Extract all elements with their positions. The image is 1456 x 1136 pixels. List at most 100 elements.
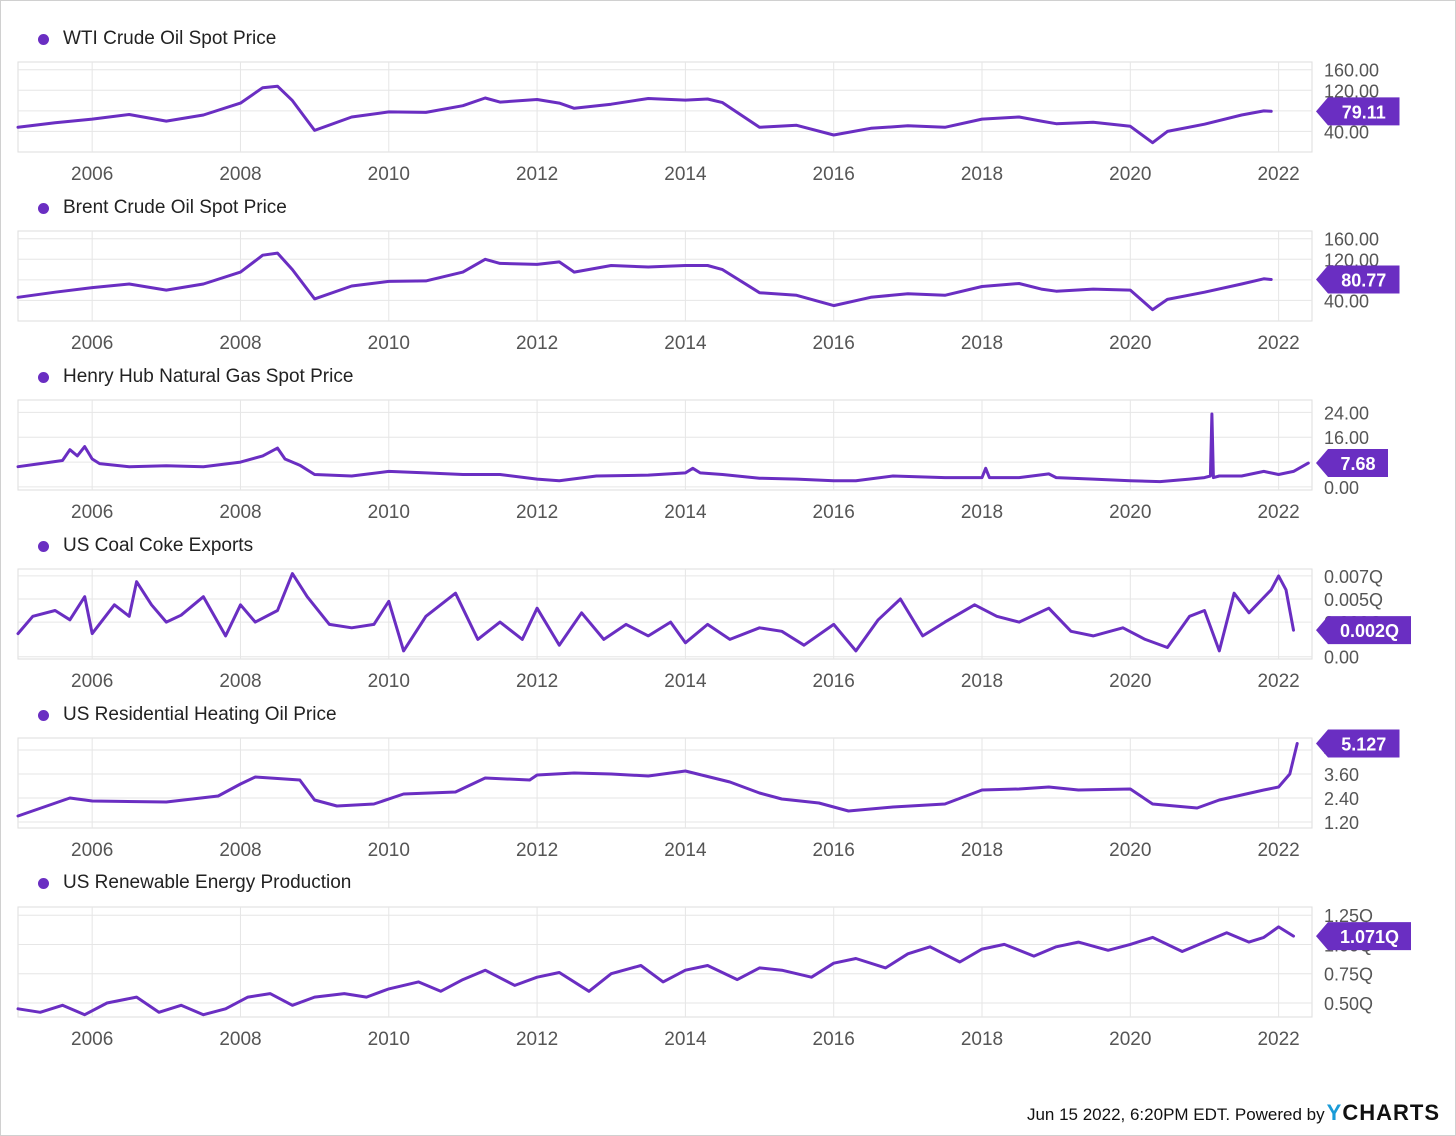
x-tick-label: 2016 <box>813 840 855 861</box>
last-value-badge <box>1316 616 1411 645</box>
legend-dot-icon <box>38 709 49 721</box>
x-tick-label: 2022 <box>1257 671 1299 692</box>
x-tick-label: 2012 <box>516 1029 558 1050</box>
x-tick-label: 2018 <box>961 840 1003 861</box>
plot-area <box>17 399 1313 491</box>
panel-title-text: WTI Crude Oil Spot Price <box>63 28 277 49</box>
x-tick-label: 2014 <box>664 671 707 692</box>
plot-area <box>17 230 1313 322</box>
x-tick-label: 2022 <box>1257 1029 1299 1050</box>
plot-area <box>17 61 1313 153</box>
x-tick-label: 2008 <box>219 164 261 185</box>
x-tick-label: 2010 <box>368 333 410 354</box>
y-tick-label: 40.00 <box>1324 122 1369 142</box>
x-tick-label: 2008 <box>219 1029 261 1050</box>
y-tick-label: 160.00 <box>1324 61 1379 81</box>
y-tick-label: 120.00 <box>1324 81 1379 101</box>
panel-title-heating-oil: US Residential Heating Oil Price <box>38 704 337 726</box>
panel-title-text: US Coal Coke Exports <box>63 535 254 556</box>
x-tick-label: 2010 <box>368 502 410 523</box>
panel-title-coal-coke: US Coal Coke Exports <box>38 535 253 557</box>
legend-dot-icon <box>38 202 49 214</box>
x-tick-label: 2016 <box>813 333 855 354</box>
panel-title-brent: Brent Crude Oil Spot Price <box>38 197 287 219</box>
x-tick-label: 2020 <box>1109 1029 1151 1050</box>
x-tick-label: 2014 <box>664 1029 707 1050</box>
y-tick-label: 0.50Q <box>1324 994 1373 1014</box>
plot-area <box>17 906 1313 1018</box>
series-line <box>16 84 1273 145</box>
x-tick-label: 2014 <box>664 502 707 523</box>
footer: Jun 15 2022, 6:20PM EDT. Powered by YCHA… <box>1027 1100 1440 1126</box>
x-tick-label: 2014 <box>664 164 707 185</box>
x-tick-label: 2018 <box>961 502 1003 523</box>
x-tick-label: 2016 <box>813 164 855 185</box>
x-tick-label: 2010 <box>368 671 410 692</box>
x-tick-label: 2016 <box>813 1029 855 1050</box>
last-value-badge <box>1316 265 1400 294</box>
legend-dot-icon <box>38 877 49 889</box>
x-tick-label: 2012 <box>516 164 558 185</box>
ycharts-logo[interactable]: YCHARTS <box>1326 1100 1440 1125</box>
panel-title-text: US Renewable Energy Production <box>63 872 352 893</box>
legend-dot-icon <box>38 33 49 45</box>
y-tick-label: 24.00 <box>1324 403 1369 423</box>
x-tick-label: 2006 <box>71 164 113 185</box>
y-tick-label: 0.75Q <box>1324 965 1373 985</box>
y-tick-label: 3.60 <box>1324 765 1359 785</box>
last-value-badge <box>1316 729 1400 758</box>
series-line <box>16 742 1299 818</box>
x-tick-label: 2006 <box>71 840 113 861</box>
x-tick-label: 2010 <box>368 1029 410 1050</box>
x-tick-label: 2020 <box>1109 333 1151 354</box>
x-tick-label: 2018 <box>961 671 1003 692</box>
x-tick-label: 2018 <box>961 1029 1003 1050</box>
y-tick-label: 120.00 <box>1324 250 1379 270</box>
y-tick-label: 0.007Q <box>1324 567 1383 587</box>
x-tick-label: 2020 <box>1109 840 1151 861</box>
x-tick-label: 2022 <box>1257 502 1299 523</box>
series-line <box>16 251 1273 312</box>
last-value-badge <box>1316 922 1411 951</box>
x-tick-label: 2018 <box>961 333 1003 354</box>
x-tick-label: 2018 <box>961 164 1003 185</box>
x-tick-label: 2010 <box>368 840 410 861</box>
x-tick-label: 2022 <box>1257 164 1299 185</box>
y-tick-label: 40.00 <box>1324 291 1369 311</box>
x-tick-label: 2022 <box>1257 840 1299 861</box>
legend-dot-icon <box>38 371 49 383</box>
x-tick-label: 2008 <box>219 333 261 354</box>
last-value-label: 80.77 <box>1341 270 1386 290</box>
panel-title-wti: WTI Crude Oil Spot Price <box>38 28 276 50</box>
legend-dot-icon <box>38 540 49 552</box>
last-value-label: 79.11 <box>1342 102 1386 122</box>
x-tick-label: 2012 <box>516 502 558 523</box>
last-value-label: 5.127 <box>1341 734 1386 754</box>
x-tick-label: 2012 <box>516 840 558 861</box>
x-tick-label: 2022 <box>1257 333 1299 354</box>
series-line <box>16 412 1310 484</box>
y-tick-label: 0.005Q <box>1324 590 1383 610</box>
panel-title-text: US Residential Heating Oil Price <box>63 704 337 725</box>
last-value-badge <box>1316 449 1388 478</box>
x-tick-label: 2006 <box>71 671 113 692</box>
x-tick-label: 2020 <box>1109 502 1151 523</box>
x-tick-label: 2014 <box>664 333 707 354</box>
x-tick-label: 2008 <box>219 502 261 523</box>
last-value-badge <box>1316 97 1400 126</box>
last-value-label: 7.68 <box>1340 454 1375 474</box>
x-tick-label: 2006 <box>71 502 113 523</box>
panel-title-henry-hub: Henry Hub Natural Gas Spot Price <box>38 366 353 388</box>
x-tick-label: 2008 <box>219 840 261 861</box>
x-tick-label: 2006 <box>71 1029 113 1050</box>
y-tick-label: 0.00 <box>1324 648 1359 668</box>
y-tick-label: 16.00 <box>1324 428 1369 448</box>
plot-area <box>17 737 1313 829</box>
panel-title-text: Henry Hub Natural Gas Spot Price <box>63 366 354 387</box>
x-tick-label: 2016 <box>813 671 855 692</box>
x-tick-label: 2008 <box>219 671 261 692</box>
x-tick-label: 2010 <box>368 164 410 185</box>
panel-title-renewable: US Renewable Energy Production <box>38 872 351 894</box>
x-tick-label: 2020 <box>1109 671 1151 692</box>
